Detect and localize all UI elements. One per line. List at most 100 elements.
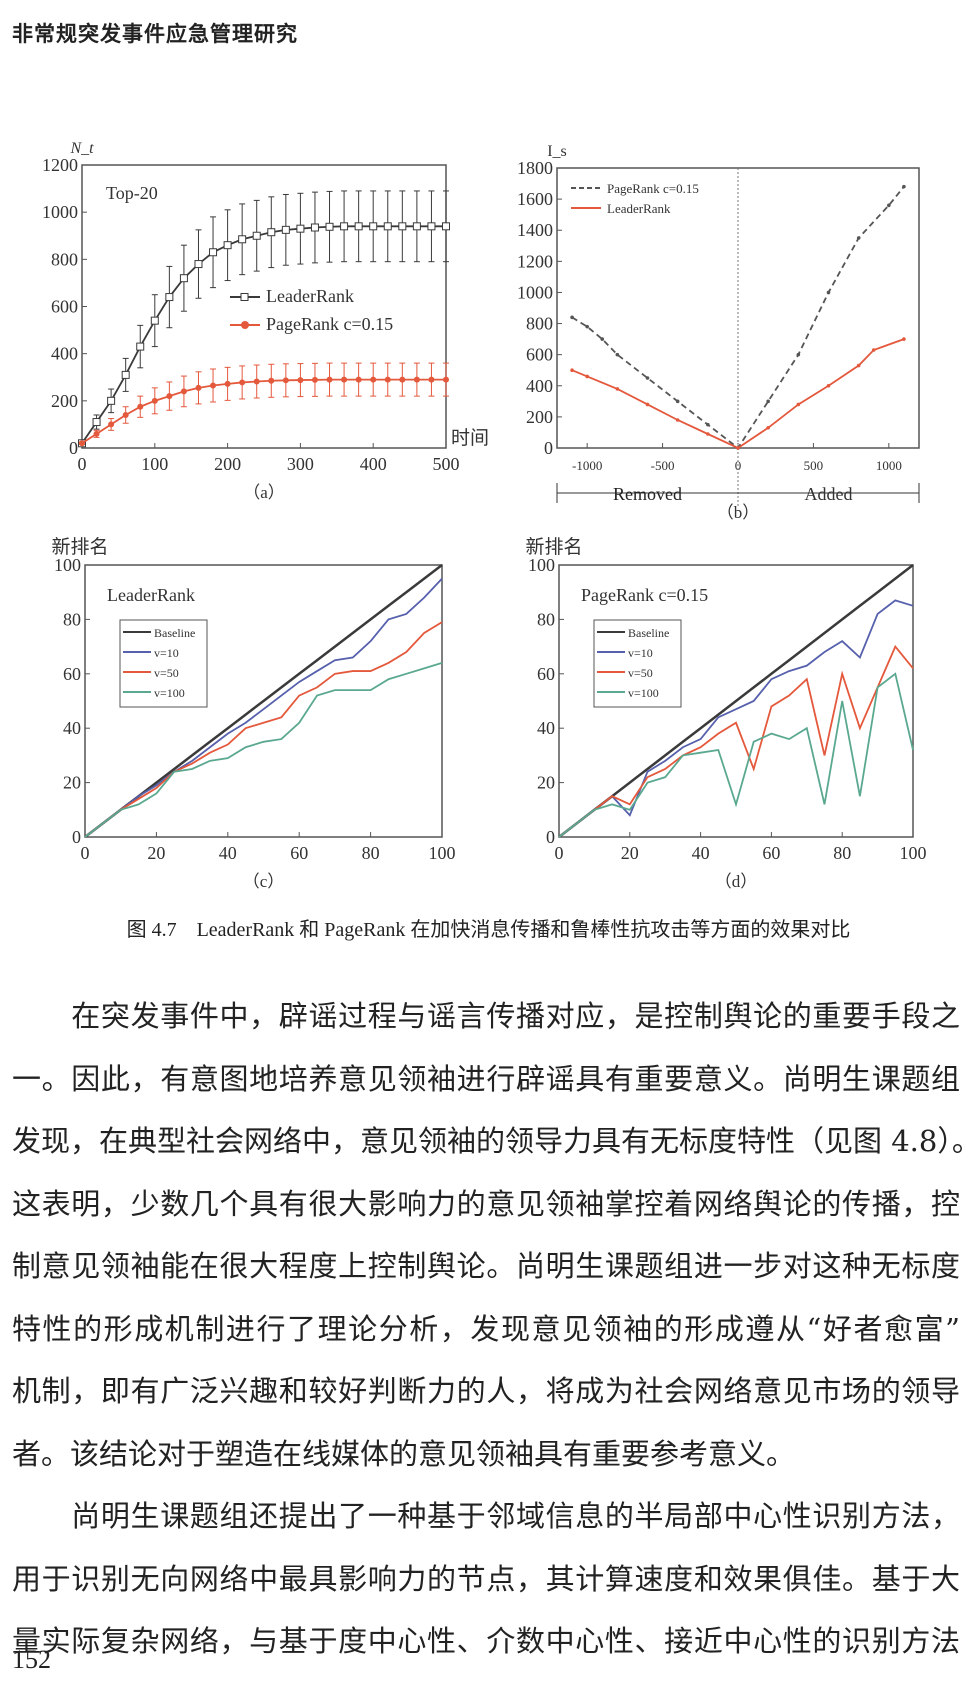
legend-marker [241, 321, 249, 329]
data-point [296, 224, 305, 233]
data-point [107, 396, 116, 405]
data-point [766, 425, 770, 430]
data-point [151, 397, 158, 404]
data-point [412, 222, 421, 231]
data-point [826, 383, 831, 388]
data-point [826, 290, 831, 295]
chart-title: PageRank c=0.15 [581, 585, 708, 605]
x-tick-label: 200 [214, 454, 241, 474]
data-point [179, 274, 188, 283]
y-tick-label: 0 [72, 827, 81, 847]
data-point [902, 184, 906, 189]
data-point [856, 363, 861, 368]
y-tick-label: 60 [63, 664, 81, 684]
data-point [570, 315, 574, 320]
data-point [370, 376, 377, 383]
y-tick-label: 1000 [517, 282, 553, 302]
legend-label: Baseline [628, 626, 669, 640]
data-point [268, 377, 275, 384]
data-point [239, 379, 246, 386]
data-point [224, 380, 231, 387]
series-line [571, 186, 905, 450]
panel-label: （a） [243, 483, 285, 502]
data-point [615, 352, 620, 357]
data-point [706, 422, 710, 427]
x-tick-label: 20 [621, 843, 639, 863]
y-tick-label: 20 [537, 773, 555, 793]
data-point [443, 376, 449, 383]
y-tick-label: 1200 [42, 155, 78, 175]
chart-title: LeaderRank [107, 585, 195, 605]
x-tick-label: 100 [900, 843, 927, 863]
y-tick-label: 200 [526, 407, 553, 427]
y-tick-label: 800 [51, 249, 78, 269]
y-tick-label: 100 [528, 555, 555, 575]
data-point [238, 235, 247, 244]
y-tick-label: 60 [537, 664, 555, 684]
y-axis-label: 新排名 [525, 536, 582, 558]
data-point [341, 376, 348, 383]
series-line [558, 564, 914, 838]
y-tick-label: 40 [63, 718, 81, 738]
text-line: 制意见领袖能在很大程度上控制舆论。尚明生课题组进一步对这种无标度 [12, 1249, 960, 1283]
data-point [325, 222, 334, 231]
series-line [84, 577, 443, 838]
x-tick-label: 400 [360, 454, 387, 474]
y-tick-label: 40 [537, 718, 555, 738]
y-tick-label: 200 [51, 391, 78, 411]
legend-label: LeaderRank [266, 286, 354, 306]
y-tick-label: 1600 [517, 189, 553, 209]
data-point [585, 324, 589, 329]
y-tick-label: 0 [544, 438, 553, 458]
data-point [311, 376, 318, 383]
y-tick-label: 80 [63, 609, 81, 629]
text-line: 者。该结论对于塑造在线媒体的意见领袖具有重要参考意义。 [12, 1436, 796, 1471]
y-tick-label: 1800 [517, 158, 553, 178]
data-point [369, 222, 378, 231]
data-point [93, 430, 100, 437]
y-tick-label: 800 [526, 314, 553, 334]
data-point [384, 376, 391, 383]
y-tick-label: 1400 [517, 220, 553, 240]
data-point [887, 203, 891, 208]
data-point [252, 231, 261, 240]
data-point [122, 411, 129, 418]
legend-label: v=100 [628, 686, 659, 700]
y-tick-label: 400 [51, 344, 78, 364]
legend-label: v=10 [628, 646, 653, 660]
panel-label: （c） [243, 872, 285, 891]
x-tick-label: 0 [81, 843, 90, 863]
legend-label: v=10 [154, 646, 179, 660]
text-line: 用于识别无向网络中最具影响力的节点，其计算速度和效果俱佳。基于大 [12, 1561, 960, 1596]
legend-label: PageRank c=0.15 [266, 314, 393, 334]
data-point [150, 316, 159, 325]
data-point [209, 248, 218, 257]
x-tick-label: -500 [651, 458, 675, 473]
data-point [383, 222, 392, 231]
y-tick-label: 100 [54, 555, 81, 575]
data-point [902, 337, 906, 341]
panel-label: （d） [715, 872, 758, 891]
legend-marker [240, 293, 249, 301]
chart-annotation: Top-20 [106, 183, 158, 203]
y-tick-label: 20 [63, 773, 81, 793]
x-tick-label: 80 [833, 843, 851, 863]
x-tick-label: 1000 [876, 458, 902, 473]
data-point [297, 377, 304, 384]
data-point [600, 337, 605, 341]
y-tick-label: 600 [526, 345, 553, 365]
x-tick-label: 60 [762, 843, 780, 863]
data-point [165, 293, 174, 302]
y-tick-label: 400 [526, 376, 553, 396]
data-point [399, 376, 406, 383]
text-line: 尚明生课题组还提出了一种基于邻域信息的半局部中心性识别方法， [12, 1499, 960, 1533]
x-tick-label: 0 [555, 843, 564, 863]
figure-caption: 图 4.7 LeaderRank 和 PageRank 在加快消息传播和鲁棒性抗… [126, 919, 851, 941]
plot-frame-a [81, 164, 447, 449]
y-axis-label: 新排名 [51, 536, 108, 558]
text-line: 发现，在典型社会网络中，意见领袖的领导力具有无标度特性（见图 4.8）。 [12, 1124, 977, 1158]
data-point [736, 446, 740, 450]
data-point [340, 222, 349, 231]
data-point [253, 378, 260, 385]
data-point [796, 402, 801, 407]
